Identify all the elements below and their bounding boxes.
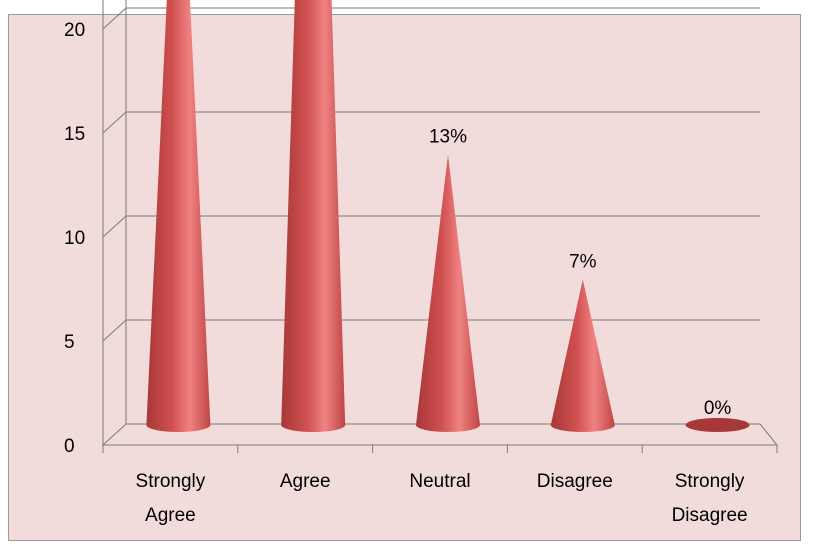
data-label: 7% (569, 251, 597, 272)
cone-4 (550, 279, 615, 432)
cone-body (281, 0, 346, 432)
x-tick-label: Strongly (136, 471, 206, 492)
x-tick-label: Disagree (537, 471, 613, 492)
x-tick-label: Strongly (675, 471, 745, 492)
gridlines (102, 7, 760, 342)
gridline-diagonal (102, 319, 127, 342)
cone-base (685, 418, 750, 432)
y-tick-label: 15 (64, 124, 85, 145)
data-labels: 32%48%13%7%0% (429, 127, 732, 419)
gridline-diagonal (102, 111, 127, 134)
cone-5 (685, 418, 750, 432)
x-tick-label: Agree (280, 471, 331, 492)
x-tick-label: Neutral (409, 471, 470, 492)
data-label: 13% (429, 127, 467, 148)
axes (101, 0, 779, 453)
y-tick-label: 10 (64, 228, 85, 249)
data-label: 0% (704, 398, 732, 419)
x-tick-label: Agree (145, 505, 196, 526)
cone-1 (146, 0, 211, 432)
x-axis-tick-labels: Strongly Agree Agree Neutral Disagree Strongl… (136, 471, 748, 526)
cone-3 (416, 154, 480, 432)
gridline-diagonal (102, 215, 127, 238)
y-tick-label: 0 (64, 436, 75, 457)
cone-body (550, 279, 615, 432)
cone-2 (281, 0, 346, 432)
y-axis-tick-labels: 05101520253035404550 (64, 20, 85, 457)
gridline-diagonal (102, 7, 127, 30)
cone-body (416, 154, 480, 432)
data-series (146, 0, 750, 432)
y-tick-label: 5 (64, 332, 75, 353)
cone-body (146, 0, 211, 432)
y-tick-label: 20 (64, 20, 85, 41)
x-tick-label: Disagree (672, 505, 748, 526)
chart-area (8, 14, 801, 541)
